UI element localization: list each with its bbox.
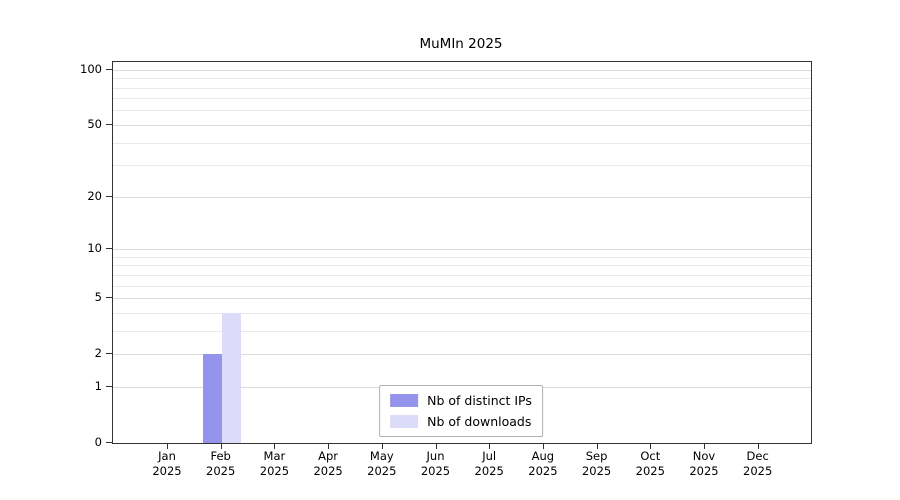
gridline: [113, 124, 811, 126]
x-axis-tick-mark: [704, 443, 705, 449]
x-axis-tick-mark: [274, 443, 276, 449]
x-axis-tick-label: Feb 2025: [206, 449, 236, 478]
legend: Nb of distinct IPs Nb of downloads: [379, 385, 543, 437]
gridline: [113, 312, 811, 314]
x-axis-tick-mark: [435, 443, 437, 449]
legend-swatch-distinct-ips: [390, 394, 419, 407]
y-axis-tick-mark: [106, 248, 112, 249]
x-axis-tick-mark: [167, 443, 168, 449]
legend-label-downloads: Nb of downloads: [427, 414, 532, 429]
x-axis-tick-mark: [596, 443, 598, 449]
x-axis-tick-mark: [381, 443, 383, 449]
gridline: [113, 87, 811, 89]
bar-nb-of-downloads: [221, 312, 241, 443]
x-axis-tick-label: Oct 2025: [635, 449, 665, 478]
x-axis-tick-label: Aug 2025: [528, 449, 558, 478]
y-axis-tick-mark: [106, 385, 112, 387]
legend-item-downloads: Nb of downloads: [390, 414, 532, 429]
gridline: [113, 256, 811, 258]
x-axis-tick-label: Nov 2025: [689, 449, 719, 478]
gridline: [113, 249, 811, 250]
legend-label-distinct-ips: Nb of distinct IPs: [427, 393, 532, 408]
y-axis-tick-mark: [106, 297, 112, 298]
gridline: [113, 69, 811, 71]
gridline: [113, 196, 811, 198]
y-axis-tick-mark: [106, 195, 112, 197]
y-axis-tick-label: 10: [87, 241, 102, 255]
bar-nb-of-distinct-ips: [202, 354, 222, 443]
x-axis-tick-mark: [757, 443, 759, 449]
plot-area: [112, 61, 812, 444]
gridline: [113, 110, 811, 112]
x-axis-tick-label: Dec 2025: [743, 449, 773, 478]
y-axis-tick-label: 0: [94, 435, 102, 449]
gridline: [113, 265, 811, 267]
y-axis-tick-mark: [106, 442, 112, 443]
gridline: [113, 298, 811, 299]
y-axis-tick-label: 20: [87, 188, 102, 203]
y-axis-tick-mark: [106, 68, 112, 70]
x-axis-tick-label: Apr 2025: [313, 449, 343, 478]
gridline: [113, 165, 811, 167]
y-axis-tick-label: 100: [80, 61, 102, 76]
x-axis-tick-mark: [650, 443, 652, 449]
legend-swatch-downloads: [390, 415, 419, 428]
x-axis-tick-mark: [220, 443, 222, 449]
gridline: [113, 330, 811, 332]
y-axis-tick-label: 1: [94, 378, 102, 393]
y-axis-tick-label: 5: [94, 290, 102, 304]
gridline: [113, 142, 811, 144]
x-axis-tick-label: Jan 2025: [152, 449, 182, 478]
gridline: [113, 285, 811, 287]
legend-item-distinct-ips: Nb of distinct IPs: [390, 393, 532, 408]
gridline: [113, 78, 811, 80]
x-axis-tick-mark: [489, 443, 491, 449]
gridline: [113, 354, 811, 356]
y-axis-tick-mark: [106, 353, 112, 355]
y-axis-tick-label: 50: [87, 116, 102, 131]
gridline: [113, 98, 811, 100]
x-axis-tick-label: May 2025: [367, 449, 397, 478]
x-axis-tick-mark: [328, 443, 330, 449]
gridline: [113, 274, 811, 276]
x-axis-tick-mark: [542, 443, 544, 449]
y-axis-tick-label: 2: [94, 346, 102, 361]
x-axis-tick-label: Sep 2025: [581, 449, 612, 478]
x-axis-tick-label: Jul 2025: [474, 449, 504, 478]
y-axis-tick-mark: [106, 123, 112, 125]
x-axis-tick-label: Mar 2025: [259, 449, 290, 478]
chart-title: MuMIn 2025: [419, 36, 503, 52]
x-axis-tick-label: Jun 2025: [420, 449, 451, 478]
